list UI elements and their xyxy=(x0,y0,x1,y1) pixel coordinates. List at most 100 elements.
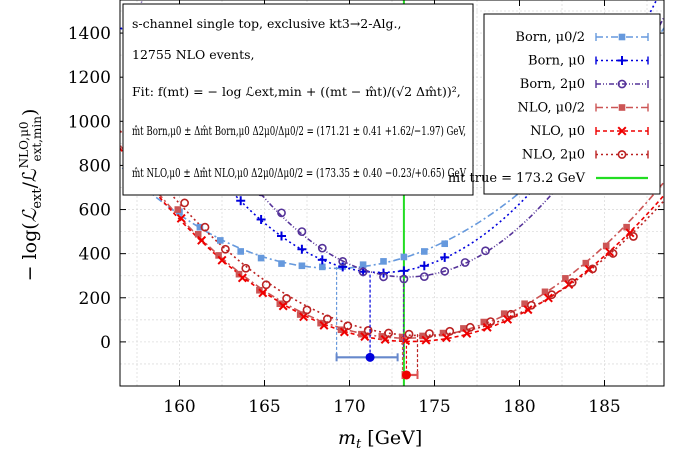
point-square xyxy=(174,206,182,213)
point-circle xyxy=(384,328,393,338)
point-circle xyxy=(567,278,577,287)
point-square xyxy=(257,254,265,262)
point-square xyxy=(380,258,387,265)
y-tick-label: 1400 xyxy=(68,24,111,44)
data-markers xyxy=(174,141,638,346)
point-square xyxy=(521,300,528,308)
point-circle xyxy=(180,198,189,208)
point-square xyxy=(278,260,285,267)
x-tick-label: 160 xyxy=(163,397,195,417)
point-cross xyxy=(176,213,186,223)
point-square xyxy=(441,240,448,248)
x-tick-label: 165 xyxy=(248,397,280,417)
annotation-line-3: Fit: f(mt) = − log ℒext,min + ((mt − m̂t… xyxy=(132,84,461,99)
point-circle xyxy=(277,208,286,218)
point-square xyxy=(400,253,408,261)
annotation-line-4: m̂t Born,μ0 ± Δm̂t Born,μ0 Δ2μ0/Δμ0/2 = … xyxy=(132,123,466,138)
legend-label: NLO, μ0 xyxy=(530,124,585,139)
point-square xyxy=(196,223,204,231)
legend-label: Born, μ0 xyxy=(528,54,585,69)
point-circle xyxy=(404,329,414,339)
point-cross xyxy=(237,273,247,283)
legend-label: Born, μ0/2 xyxy=(515,30,585,45)
annotation-line-2: 12755 NLO events, xyxy=(132,47,255,62)
legend-label: mt true = 173.2 GeV xyxy=(448,171,586,186)
point-square xyxy=(460,325,467,332)
legend-label: Born, 2μ0 xyxy=(520,77,585,92)
point-circle xyxy=(358,267,368,277)
y-axis-label: − log(ℒext/ℒNLO,μ0ext,min) xyxy=(17,109,45,282)
fit-annotation: s-channel single top, exclusive kt3→2-Al… xyxy=(122,3,474,196)
legend-box xyxy=(483,13,661,195)
y-tick-label: 400 xyxy=(79,245,111,265)
annotation-box xyxy=(122,3,474,196)
point-square xyxy=(194,230,202,238)
point-circle xyxy=(399,274,409,284)
point-circle xyxy=(527,300,536,310)
point-circle xyxy=(282,294,291,303)
point-circle xyxy=(547,290,557,300)
fit-central-point xyxy=(365,352,375,362)
point-cross xyxy=(503,314,513,324)
legend: Born, μ0/2 Born, μ0 Born, 2μ0 NLO, μ0/2 NLO,… xyxy=(448,13,661,195)
point-cross xyxy=(217,255,227,265)
point-square xyxy=(237,248,244,255)
point-circle xyxy=(317,243,327,253)
point-square xyxy=(582,259,590,267)
point-circle xyxy=(338,256,348,266)
fit-errorbars xyxy=(335,352,419,380)
point-square xyxy=(421,248,428,255)
point-circle xyxy=(617,150,627,159)
y-tick-label: 200 xyxy=(79,289,111,309)
point-square xyxy=(480,318,488,326)
point-cross xyxy=(523,305,533,315)
point-circle xyxy=(617,79,627,89)
point-circle xyxy=(445,326,455,336)
point-circle xyxy=(220,244,230,254)
point-circle xyxy=(465,322,475,332)
x-axis-label: mt [GeV] xyxy=(338,427,422,452)
point-circle xyxy=(241,263,251,273)
point-circle xyxy=(379,272,388,282)
point-circle xyxy=(419,272,429,281)
point-cross xyxy=(278,301,288,311)
y-tick-label: 800 xyxy=(79,156,111,176)
point-square xyxy=(217,237,224,244)
point-square xyxy=(215,252,222,259)
min-droplines xyxy=(335,266,419,375)
point-square xyxy=(319,263,326,271)
point-circle xyxy=(261,280,271,290)
point-square xyxy=(618,104,626,111)
point-square xyxy=(618,33,626,41)
x-tick-label: 180 xyxy=(503,397,535,417)
point-square xyxy=(562,275,569,282)
point-cross xyxy=(197,235,207,245)
point-circle xyxy=(486,317,495,326)
point-cross xyxy=(258,288,268,298)
x-ticks: 160 165 170 175 180 185 xyxy=(163,0,621,417)
point-circle xyxy=(506,309,516,319)
point-square xyxy=(359,261,367,268)
annotation-line-1: s-channel single top, exclusive kt3→2-Al… xyxy=(132,16,401,31)
plot-frame xyxy=(119,0,665,387)
fit-central-point xyxy=(401,370,411,380)
point-circle xyxy=(363,326,373,335)
annotation-line-5: m̂t NLO,μ0 ± Δm̂t NLO,μ0 Δ2μ0/Δμ0/2 = (1… xyxy=(132,165,467,180)
point-circle xyxy=(322,314,332,324)
point-square xyxy=(623,223,630,231)
fit-curve xyxy=(120,147,664,343)
point-circle xyxy=(200,222,210,232)
point-circle xyxy=(343,321,353,331)
point-circle xyxy=(608,249,618,258)
point-circle xyxy=(302,305,312,315)
point-cross xyxy=(617,126,627,136)
point-square xyxy=(298,262,306,270)
point-cross xyxy=(625,228,635,238)
point-circle xyxy=(440,266,450,276)
point-square xyxy=(439,329,447,337)
point-circle xyxy=(588,264,597,274)
y-tick-label: 600 xyxy=(79,201,111,221)
point-circle xyxy=(629,232,638,241)
point-square xyxy=(602,242,610,250)
